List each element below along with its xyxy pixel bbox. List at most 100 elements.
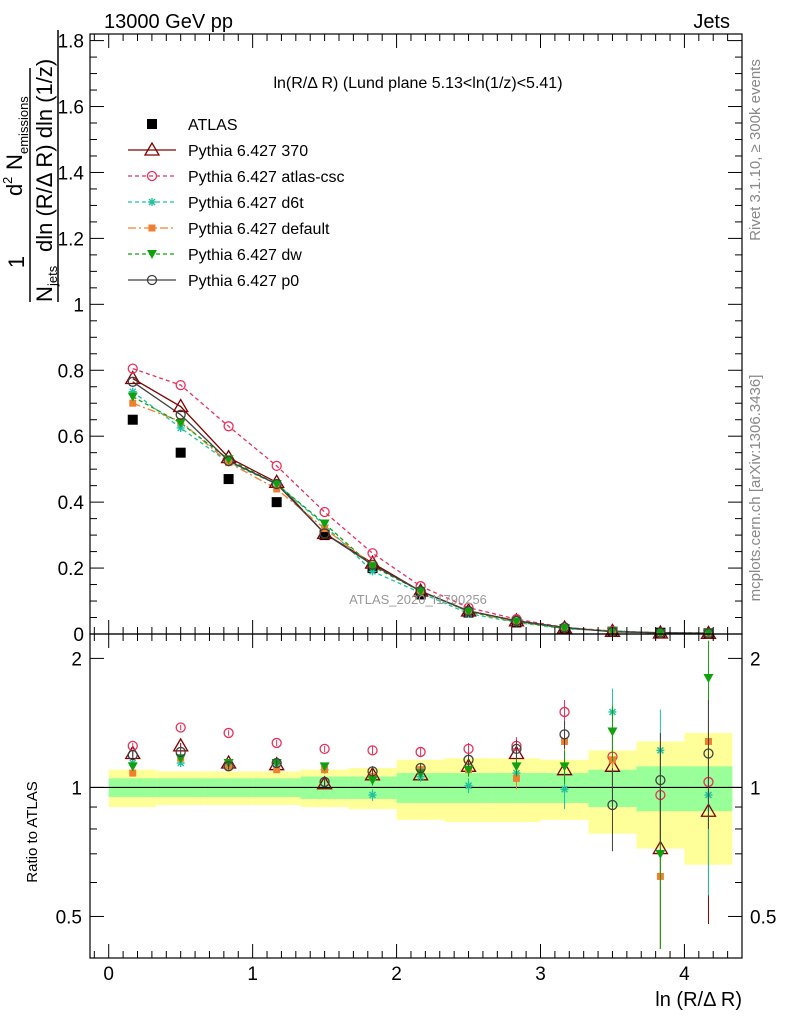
axis-ticks: 0 1 2 3 4 0 0.2 0.4 0.6 0.8 1 1.2 1.4 1.6 1.8 0.5 0.5 1 1 2… — [56, 32, 777, 985]
y-tick-label: 1.4 — [58, 163, 85, 184]
series-5-point-1 — [175, 409, 186, 420]
series-1-point-1 — [175, 379, 186, 391]
series-markers — [124, 363, 717, 949]
series-4-ratio-point-12 — [703, 674, 714, 684]
series-4-ratio-point-0 — [127, 762, 138, 772]
header-right: Jets — [693, 11, 730, 33]
series-5-ratio-point-3 — [271, 757, 282, 769]
ylabel-jets: jets — [45, 265, 60, 287]
ylabel-nem: N — [2, 154, 27, 170]
series-3-point-0 — [129, 399, 137, 407]
y-tick-label: 0.2 — [58, 559, 84, 580]
series-0-ratio-point-4 — [316, 775, 333, 790]
series-4-ratio-point-1 — [175, 754, 186, 764]
legend-marker-3 — [148, 198, 156, 206]
series-5-point-4 — [319, 528, 330, 539]
legend-marker-6 — [146, 274, 158, 286]
series-3-ratio-point-3 — [273, 766, 281, 774]
series-5-ratio-point-8 — [511, 743, 522, 755]
y-tick-label: 0 — [73, 625, 84, 646]
series-5-ratio-point-6 — [415, 762, 426, 774]
series-1-point-2 — [223, 421, 234, 432]
y-tick-label: 1.2 — [58, 229, 84, 250]
series-5-point-2 — [223, 455, 234, 467]
y-tick-label: 1.8 — [58, 32, 84, 53]
series-4-point-1 — [175, 419, 186, 429]
series-1-ratio-point-5 — [367, 745, 378, 756]
series-1-point-4 — [319, 506, 330, 518]
series-5-ratio-point-1 — [175, 746, 186, 758]
atlas-point-4 — [319, 530, 330, 541]
ratio-y-tick-label: 1 — [71, 778, 82, 799]
atlas-point-1 — [175, 447, 186, 458]
ylabel-n: N — [32, 286, 57, 302]
series-5-ratio-point-11 — [655, 774, 666, 786]
series-5-ratio-point-7 — [463, 754, 474, 765]
series-5-point-6 — [415, 585, 426, 597]
ratio-y-tick-label: 2 — [71, 649, 82, 670]
atlas-point-3 — [271, 497, 282, 508]
x-tick-label: 2 — [391, 964, 402, 985]
series-2-ratio-point-7 — [464, 781, 473, 790]
series-5-ratio-point-0 — [127, 749, 138, 761]
x-tick-label: 0 — [103, 964, 114, 985]
legend-label-2: Pythia 6.427 atlas-csc — [188, 169, 345, 186]
ratio-panel-frame — [89, 633, 743, 959]
series-5-point-5 — [367, 559, 378, 570]
series-5-ratio-point-2 — [223, 761, 234, 772]
atlas-point-0 — [127, 414, 138, 425]
ylabel-emissions: emissions — [16, 96, 31, 154]
x-tick-label: 4 — [679, 964, 690, 985]
ratio-y-tick-label: 0.5 — [56, 907, 82, 928]
series-4-point-7 — [463, 607, 474, 617]
y-axis-label: 1 N jets dln (R/Δ R) dln (1/z) d 2 N emi… — [0, 30, 60, 302]
series-1-point-5 — [367, 548, 378, 559]
legend-marker-2 — [146, 170, 158, 182]
y-tick-label: 1.6 — [58, 98, 84, 119]
ratio-y-tick-label-right: 1 — [750, 778, 761, 799]
ylabel-d: d — [2, 184, 27, 196]
series-4-point-0 — [127, 392, 138, 402]
legend-label-1: Pythia 6.427 370 — [188, 143, 308, 160]
plot-frames — [89, 33, 743, 959]
legend-label-4: Pythia 6.427 default — [188, 221, 330, 238]
legend-marker-5 — [147, 250, 157, 259]
series-4-point-12 — [703, 628, 714, 638]
watermark: ATLAS_2020_I1790256 — [349, 592, 487, 607]
series-5-point-7 — [463, 605, 474, 617]
series-2-ratio-point-5 — [368, 791, 377, 800]
y-tick-label: 0.8 — [58, 361, 84, 382]
series-4-ratio-point-9 — [559, 762, 570, 772]
series-5-ratio-point-12 — [703, 748, 714, 759]
legend-label-3: Pythia 6.427 d6t — [188, 195, 304, 212]
atlas-point-2 — [223, 474, 234, 485]
series-1-ratio-point-9 — [559, 706, 570, 718]
series-4-ratio-point-10 — [607, 727, 618, 737]
ylabel-dln: dln (R/Δ R) dln (1/z) — [32, 59, 57, 252]
rivet-info: Rivet 3.1.10, ≥ 300k events — [747, 59, 764, 241]
series-1-point-3 — [271, 460, 282, 472]
series-4-ratio-point-7 — [463, 765, 474, 775]
series-1-ratio-point-3 — [271, 737, 282, 749]
y-tick-label: 0.4 — [58, 493, 85, 514]
series-4-ratio-point-4 — [319, 762, 330, 772]
y-tick-label: 0.6 — [58, 427, 84, 448]
series-4-point-6 — [415, 587, 426, 597]
series-1-ratio-point-7 — [463, 743, 474, 755]
series-5-point-8 — [511, 615, 522, 626]
y-tick-label: 1 — [73, 295, 84, 316]
ylabel-one: 1 — [4, 256, 29, 268]
legend-label-5: Pythia 6.427 dw — [188, 247, 302, 264]
series-5-ratio-point-9 — [559, 729, 570, 740]
chart-title: ln(R/Δ R) (Lund plane 5.13<ln(1/z)<5.41) — [273, 75, 562, 92]
series-4-point-8 — [511, 617, 522, 627]
series-4-ratio-point-8 — [511, 762, 522, 772]
series-4-point-5 — [367, 562, 378, 572]
series-1-point-0 — [127, 363, 138, 374]
series-1-ratio-point-4 — [319, 743, 330, 755]
mcplots-info: mcplots.cern.ch [arXiv:1306.3436] — [747, 375, 764, 602]
series-2-ratio-point-9 — [560, 785, 569, 794]
series-3-ratio-point-0 — [129, 769, 137, 777]
series-4-point-4 — [319, 519, 330, 529]
